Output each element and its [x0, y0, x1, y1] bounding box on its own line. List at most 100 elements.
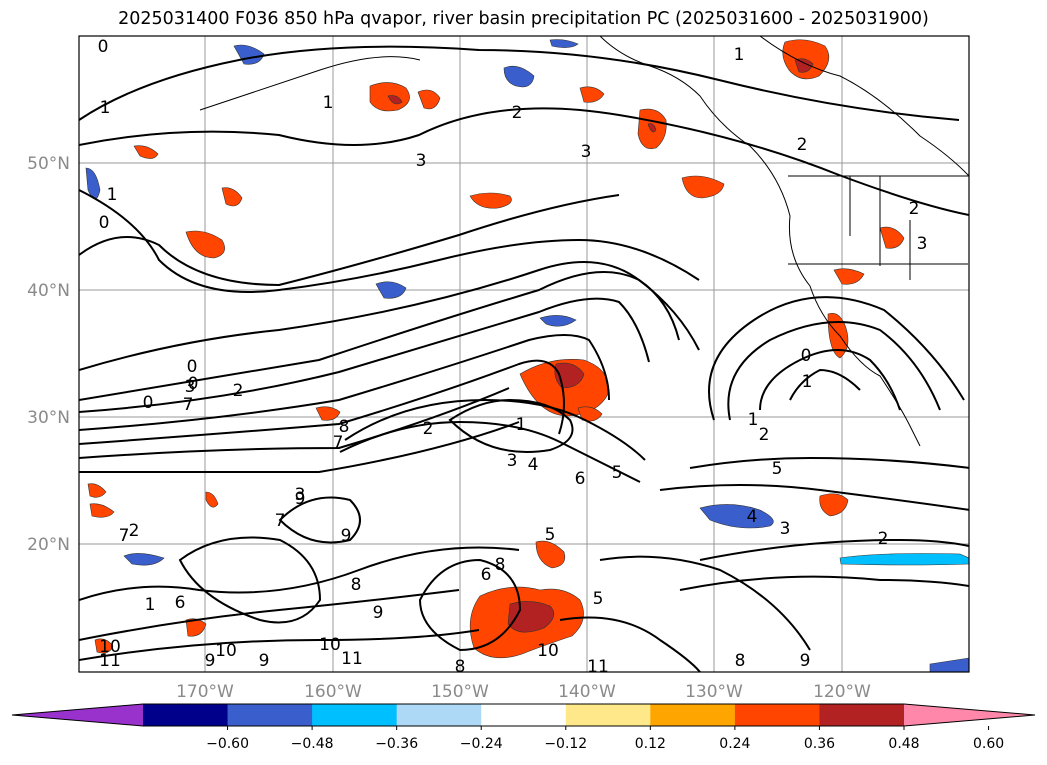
- contour-label: 1: [802, 372, 813, 392]
- contour-label: 7: [333, 433, 344, 453]
- map-title: 2025031400 F036 850 hPa qvapor, river ba…: [118, 9, 929, 29]
- contour-label: 8: [339, 417, 350, 437]
- contour-label: 7: [119, 526, 130, 546]
- contour-label: 9: [800, 651, 811, 671]
- contour-label: 1: [734, 45, 745, 65]
- lon-label: 170°W: [176, 682, 234, 702]
- lon-label: 140°W: [558, 682, 616, 702]
- contour-label: 7: [275, 511, 286, 531]
- contour-label: 0: [99, 213, 110, 233]
- contour-label: 3: [780, 519, 791, 539]
- contour-label: 5: [772, 459, 783, 479]
- contour-label: 1: [516, 415, 527, 435]
- contour-label: 8: [351, 575, 362, 595]
- precip-shading: [85, 39, 969, 672]
- contour-label: 5: [545, 525, 556, 545]
- contour-label: 1: [145, 595, 156, 615]
- lon-label: 120°W: [813, 682, 871, 702]
- lon-labels: 170°W 160°W 150°W 140°W 130°W 120°W: [176, 682, 871, 702]
- contour-label: 2: [512, 103, 523, 123]
- colorbar-tick-label: 0.60: [973, 736, 1004, 752]
- lat-label: 40°N: [27, 281, 70, 301]
- contour-label: 1: [323, 93, 334, 113]
- lat-label: 20°N: [27, 535, 70, 555]
- colorbar-tick-label: −0.60: [206, 736, 249, 752]
- contour-label: 3: [507, 451, 518, 471]
- colorbar-segment: [227, 704, 313, 726]
- colorbar-segment: [650, 704, 736, 726]
- contour-label: 11: [99, 651, 121, 671]
- colorbar: −0.60 −0.48 −0.36 −0.24 −0.12 0.12 0.24 0.36 0.4…: [11, 703, 1036, 752]
- contour-label: 5: [593, 589, 604, 609]
- contour-label: 2: [878, 529, 889, 549]
- contour-label: 3: [917, 234, 928, 254]
- contour-label: 0: [801, 346, 812, 366]
- colorbar-segment: [481, 704, 567, 726]
- contour-label: 2: [759, 425, 770, 445]
- lon-label: 150°W: [431, 682, 489, 702]
- contour-label: 1: [100, 98, 111, 118]
- map-frame: [79, 36, 969, 672]
- contour-label: 4: [747, 507, 758, 527]
- contour-label: 10: [215, 641, 237, 661]
- contour-label: 9: [259, 651, 270, 671]
- colorbar-tick-label: 0.48: [888, 736, 919, 752]
- contour-label: 11: [587, 657, 609, 677]
- colorbar-tick-label: 0.36: [804, 736, 835, 752]
- contour-label: 9: [295, 489, 306, 509]
- colorbar-segment: [396, 704, 482, 726]
- contour-label: 0: [98, 37, 109, 57]
- qvapor-contours: [79, 45, 969, 672]
- colorbar-segment: [565, 704, 651, 726]
- colorbar-tick-label: −0.12: [544, 736, 587, 752]
- contour-label: 0: [143, 393, 154, 413]
- colorbar-tick-label: −0.48: [291, 736, 334, 752]
- colorbar-extend-high: [904, 704, 1035, 726]
- colorbar-segment: [819, 704, 905, 726]
- contour-label: 0: [188, 374, 199, 394]
- lat-labels: 50°N 40°N 30°N 20°N: [27, 154, 70, 555]
- lon-label: 160°W: [304, 682, 362, 702]
- colorbar-segment: [734, 704, 820, 726]
- contour-label: 8: [735, 651, 746, 671]
- contour-label: 8: [455, 657, 466, 677]
- contour-label: 2: [797, 135, 808, 155]
- contour-label: 7: [183, 395, 194, 415]
- contour-label: 0: [187, 357, 198, 377]
- contour-label: 9: [205, 651, 216, 671]
- colorbar-segment: [143, 704, 229, 726]
- colorbar-extend-low: [12, 704, 143, 726]
- colorbar-tick-label: 0.12: [635, 736, 666, 752]
- contour-label: 2: [129, 521, 140, 541]
- contour-label: 1: [748, 410, 759, 430]
- colorbar-tick-label: −0.24: [460, 736, 503, 752]
- contour-label: 5: [612, 463, 623, 483]
- colorbar-tick-label: 0.24: [719, 736, 750, 752]
- contour-label: 9: [341, 526, 352, 546]
- contour-label: 10: [99, 637, 121, 657]
- lat-label: 50°N: [27, 154, 70, 174]
- contour-label: 4: [528, 455, 539, 475]
- lon-label: 130°W: [685, 682, 743, 702]
- colorbar-segment: [312, 704, 398, 726]
- contour-label: 6: [481, 565, 492, 585]
- colorbar-tick-label: −0.36: [375, 736, 418, 752]
- lat-label: 30°N: [27, 408, 70, 428]
- contour-label: 2: [423, 419, 434, 439]
- contour-label: 2: [233, 381, 244, 401]
- contour-label: 1: [107, 185, 118, 205]
- contour-label: 8: [495, 555, 506, 575]
- contour-label: 10: [537, 641, 559, 661]
- contour-label: 6: [575, 469, 586, 489]
- contour-label: 3: [295, 485, 306, 505]
- contour-label: 3: [581, 142, 592, 162]
- contour-label: 3: [416, 151, 427, 171]
- contour-label: 10: [319, 635, 341, 655]
- contour-label: 3: [185, 377, 196, 397]
- contour-label: 11: [341, 649, 363, 669]
- contour-label: 6: [175, 593, 186, 613]
- contour-label: 2: [909, 199, 920, 219]
- contour-label: 9: [373, 603, 384, 623]
